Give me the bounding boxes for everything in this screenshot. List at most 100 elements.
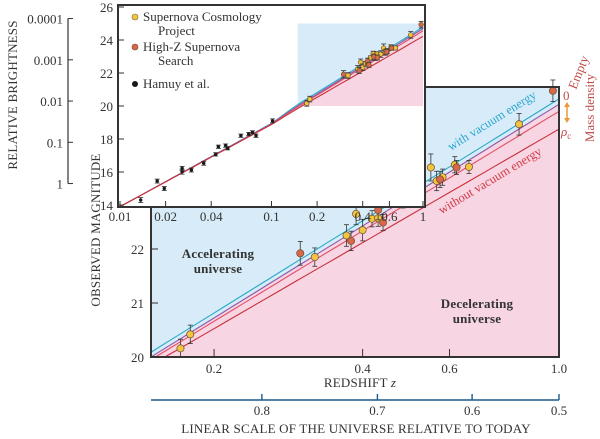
data-marker <box>426 163 435 172</box>
main-region-label-accelerating-2: universe <box>194 261 243 276</box>
inset-x-tick-label: 0.6 <box>381 209 398 224</box>
data-marker <box>345 72 351 79</box>
data-marker <box>452 163 461 172</box>
data-marker <box>155 179 159 183</box>
inset-x-tick-label: 0.1 <box>263 209 279 224</box>
data-point <box>213 152 219 157</box>
data-marker <box>189 168 194 172</box>
data-marker <box>418 22 424 28</box>
data-marker <box>374 54 381 61</box>
brightness-axis-title: RELATIVE BRIGHTNESS <box>5 20 20 169</box>
legend-marker-hamuy <box>132 81 138 87</box>
data-marker <box>465 162 473 171</box>
data-point <box>418 20 424 29</box>
main-x-ticks: 0.2 0.4 0.6 1.0 <box>206 349 567 376</box>
data-point <box>452 160 461 175</box>
inset-y-tick-label: 14 <box>100 198 114 213</box>
data-point <box>296 241 305 266</box>
data-marker <box>180 169 184 174</box>
data-marker <box>216 145 221 149</box>
data-marker <box>254 133 258 138</box>
data-point <box>426 153 435 182</box>
data-marker <box>347 236 356 245</box>
data-marker <box>342 231 351 240</box>
data-marker <box>358 59 364 65</box>
brightness-tick-label: 0.01 <box>40 94 63 109</box>
inset-y-tick-label: 26 <box>100 0 114 15</box>
inset-y-tick-label: 22 <box>100 66 113 81</box>
legend-label-scp-2: Project <box>158 23 195 38</box>
data-point <box>253 133 259 138</box>
data-marker <box>202 161 206 165</box>
inset-x-tick-label: 1 <box>420 209 427 224</box>
data-point <box>270 118 276 124</box>
data-marker <box>366 62 372 68</box>
data-point <box>436 170 444 188</box>
data-marker <box>515 120 524 129</box>
data-point <box>179 165 185 171</box>
empty-zero-label: 0 <box>563 88 570 103</box>
data-marker <box>436 175 444 184</box>
data-point <box>383 48 390 55</box>
legend-label-highz: High-Z Supernova <box>143 39 240 54</box>
scale-tick-label: 0.7 <box>369 403 386 418</box>
data-point <box>186 324 195 344</box>
data-marker <box>310 253 319 262</box>
inset-y-tick-label: 24 <box>100 33 114 48</box>
data-point <box>356 67 362 74</box>
data-point <box>465 160 473 174</box>
inset-data-points <box>138 20 424 203</box>
inset-y-tick-label: 18 <box>100 132 113 147</box>
data-marker <box>296 249 305 258</box>
scale-tick-label: 0.8 <box>254 403 270 418</box>
inset-x-ticks: 0.01 0.02 0.04 0.1 0.2 0.4 0.6 1 <box>109 201 427 224</box>
data-point <box>310 247 319 267</box>
data-point <box>548 79 557 102</box>
y-tick-label: 21 <box>131 296 144 311</box>
data-point <box>201 160 207 166</box>
legend-label-scp: Supernova Cosmology <box>143 9 262 24</box>
data-marker <box>548 86 557 95</box>
data-point <box>225 146 231 151</box>
brightness-tick-label: 0.001 <box>34 53 63 68</box>
data-marker <box>270 119 275 123</box>
data-point <box>374 54 381 61</box>
data-point <box>347 230 356 252</box>
inset-x-tick-label: 0.2 <box>309 209 325 224</box>
data-marker <box>340 71 347 77</box>
data-point <box>366 62 372 68</box>
data-point <box>238 133 244 138</box>
inset-x-tick-label: 0.04 <box>200 209 223 224</box>
data-marker <box>239 133 243 138</box>
data-marker <box>352 209 361 218</box>
data-point <box>154 178 160 184</box>
legend-label-highz-2: Search <box>158 53 194 68</box>
scale-axis-title: LINEAR SCALE OF THE UNIVERSE RELATIVE TO… <box>181 421 531 436</box>
data-marker <box>186 330 195 339</box>
rho-c-label: ρc <box>560 124 571 141</box>
scale-factor-axis: LINEAR SCALE OF THE UNIVERSE RELATIVE TO… <box>151 394 567 436</box>
data-point <box>138 197 144 203</box>
model-curve-0 <box>151 98 559 353</box>
inset-y-tick-label: 16 <box>100 165 114 180</box>
data-point <box>342 224 351 247</box>
data-marker <box>180 166 184 171</box>
mass-density-label: Mass density <box>582 73 597 142</box>
mass-density-arrow-icon <box>564 102 570 123</box>
main-region-label-accelerating: Accelerating <box>182 246 255 261</box>
main-y-ticks: 20 21 22 <box>131 242 158 365</box>
data-marker <box>225 146 230 150</box>
inset-x-tick-label: 0.02 <box>154 209 177 224</box>
data-marker <box>383 49 390 55</box>
main-region-label-decelerating-2: universe <box>453 311 502 326</box>
y-tick-label: 22 <box>131 242 144 257</box>
data-marker <box>138 198 143 202</box>
data-point <box>307 95 313 103</box>
data-point <box>161 186 167 191</box>
x-tick-label: 0.4 <box>354 361 371 376</box>
legend-label-hamuy: Hamuy et al. <box>143 76 210 91</box>
legend: Supernova Cosmology Project High-Z Super… <box>131 9 262 91</box>
data-point <box>188 167 194 173</box>
scale-tick-label: 0.6 <box>464 403 481 418</box>
